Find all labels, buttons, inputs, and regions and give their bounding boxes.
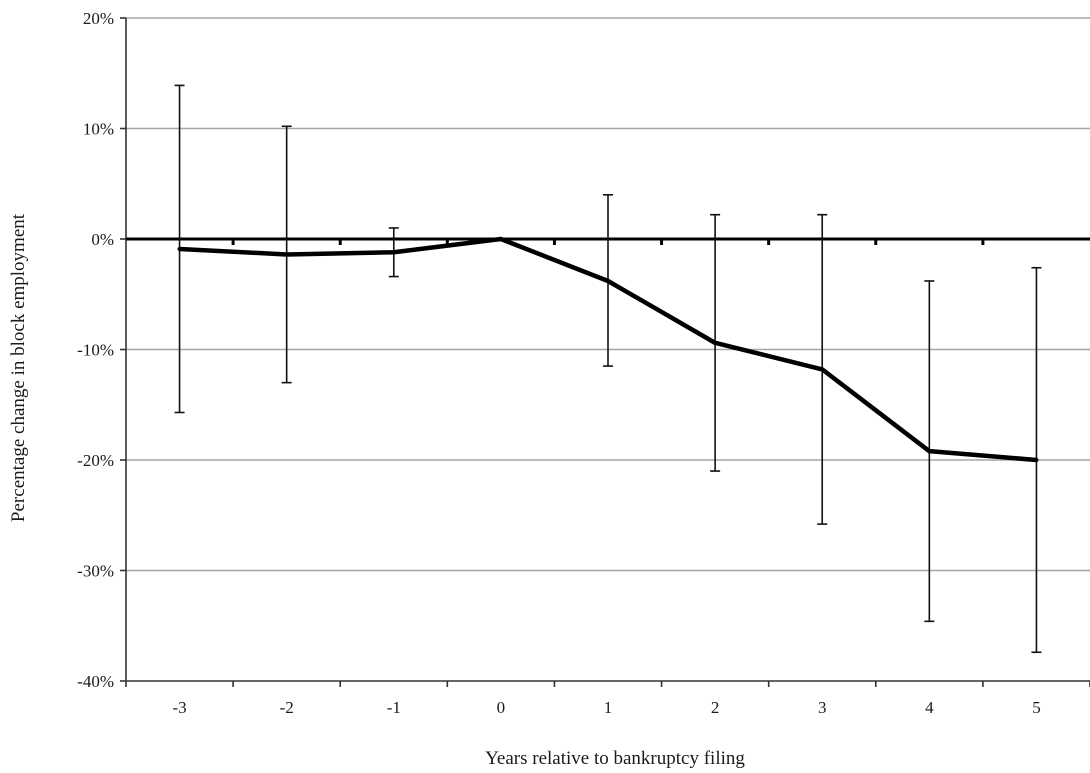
x-tick-label: 2 — [711, 698, 720, 717]
y-tick-label: 10% — [83, 120, 114, 139]
y-tick-label: -40% — [77, 672, 114, 691]
x-tick-label: 4 — [925, 698, 934, 717]
x-tick-label: 3 — [818, 698, 827, 717]
x-tick-labels: -3 -2 -1 0 1 2 3 4 5 — [172, 698, 1040, 717]
error-bars — [174, 84, 1042, 654]
data-point — [927, 449, 932, 454]
data-point — [1034, 458, 1039, 462]
data-point — [713, 340, 718, 345]
y-tick-label: -10% — [77, 341, 114, 360]
data-point — [391, 250, 396, 255]
data-point — [606, 278, 610, 283]
y-tick-label: -30% — [77, 562, 114, 581]
data-point — [177, 246, 182, 251]
x-tick-label: 1 — [604, 698, 613, 717]
y-tick-label: 20% — [83, 9, 114, 28]
x-tick-label: -3 — [172, 698, 186, 717]
data-point — [820, 367, 825, 372]
y-tick-labels: 20% 10% 0% -10% -20% -30% -40% — [77, 9, 114, 691]
x-tick-label: 0 — [497, 698, 506, 717]
y-axis-title: Percentage change in block employment — [8, 213, 29, 522]
series — [177, 236, 1039, 463]
x-tick-label: -2 — [280, 698, 294, 717]
x-tick-label: 5 — [1032, 698, 1041, 717]
axes — [120, 17, 1090, 687]
x-axis-title: Years relative to bankruptcy filing — [485, 748, 745, 769]
data-point — [498, 237, 503, 241]
y-tick-label: 0% — [91, 230, 114, 249]
y-tick-label: -20% — [77, 451, 114, 470]
x-tick-label: -1 — [387, 698, 401, 717]
data-point — [284, 252, 289, 257]
